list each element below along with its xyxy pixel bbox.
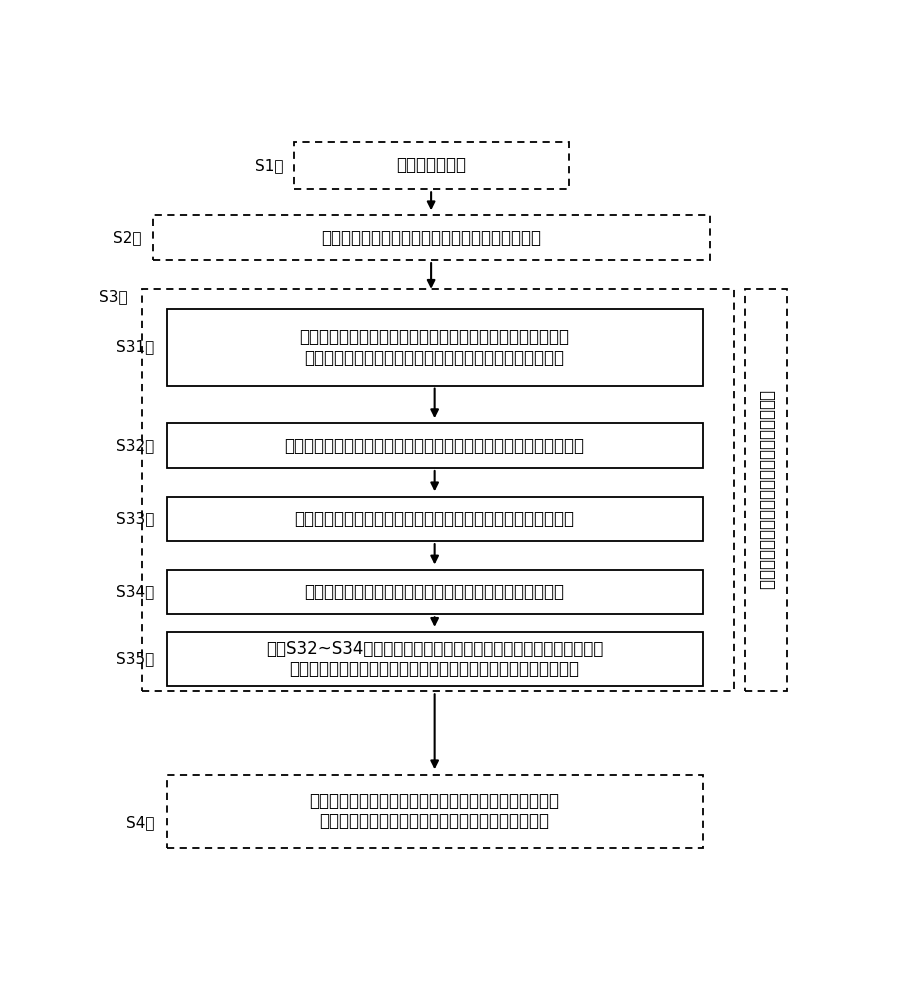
- Text: S2～: S2～: [114, 230, 142, 245]
- Text: S1～: S1～: [255, 158, 283, 173]
- Text: 提取待分类文本中每个句子的字级别语义特征向量: 提取待分类文本中每个句子的字级别语义特征向量: [321, 229, 541, 247]
- Text: 将篇章级语义特征输入至预先训练好的分类模型中，得到
待分类文本全部类别的概率分布，据此得到分类结果: 将篇章级语义特征输入至预先训练好的分类模型中，得到 待分类文本全部类别的概率分布…: [309, 792, 560, 830]
- Text: S34～: S34～: [116, 585, 155, 600]
- Bar: [167, 774, 703, 848]
- Bar: [167, 309, 703, 386]
- Bar: [167, 632, 703, 686]
- Bar: [142, 289, 734, 691]
- Text: 对二维向量增加句子数量的维度，得到句子级语义特征向量: 对二维向量增加句子数量的维度，得到句子级语义特征向量: [305, 583, 564, 601]
- Text: S32～: S32～: [116, 438, 155, 453]
- Text: S33～: S33～: [116, 511, 155, 526]
- Text: 参照S32~S34依次对句子级语义特征向量进行时序特征融合、引入注
意力机制、池化以及降维，进而得到待分类文本的篇章级语义特征: 参照S32~S34依次对句子级语义特征向量进行时序特征融合、引入注 意力机制、池…: [266, 640, 603, 678]
- Text: S4～: S4～: [126, 815, 155, 830]
- Text: S31～: S31～: [116, 340, 155, 355]
- Text: 设定待分类文本的最大句子数量，据此对各个句子的字级别语
义特征向量进行填充操作，得到拼接的字级别语义特征向量: 设定待分类文本的最大句子数量，据此对各个句子的字级别语 义特征向量进行填充操作，…: [299, 328, 570, 367]
- Bar: [745, 289, 787, 691]
- Text: S3～: S3～: [99, 290, 127, 305]
- Bar: [167, 570, 703, 614]
- Bar: [294, 142, 569, 189]
- Text: S35～: S35～: [116, 652, 155, 666]
- Bar: [167, 423, 703, 468]
- Bar: [167, 497, 703, 541]
- Text: 基于全局结构特征融合得到篇章级的语义特征: 基于全局结构特征融合得到篇章级的语义特征: [757, 390, 775, 590]
- Bar: [153, 215, 710, 260]
- Text: 对拼接的字级别语义特征向量进行时序特征融合，得到时序语义特征: 对拼接的字级别语义特征向量进行时序特征融合，得到时序语义特征: [285, 437, 584, 455]
- Text: 对初步融合后的特征向量进行降维，由三维向量降维成二维向量: 对初步融合后的特征向量进行降维，由三维向量降维成二维向量: [295, 510, 574, 528]
- Text: 获取待分类文本: 获取待分类文本: [396, 156, 466, 174]
